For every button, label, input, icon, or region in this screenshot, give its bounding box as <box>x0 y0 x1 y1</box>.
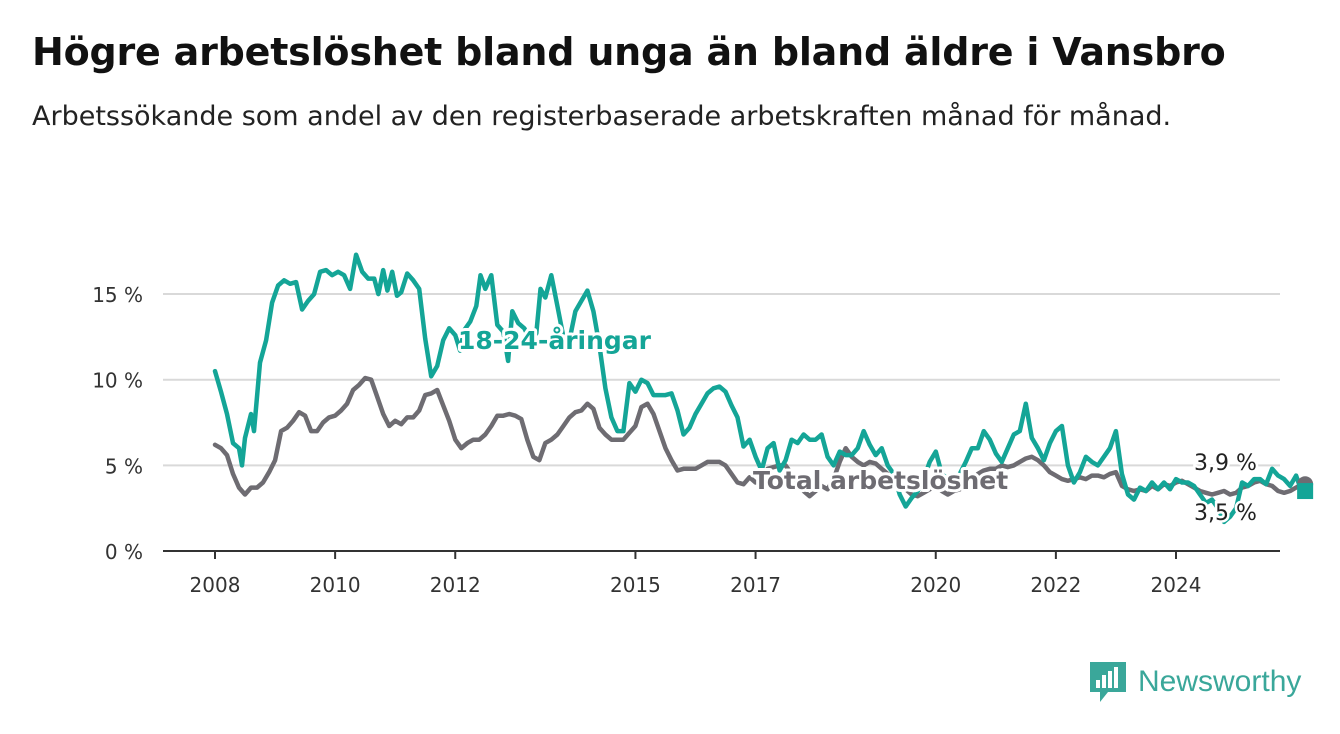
x-tick-label: 2015 <box>610 573 661 597</box>
end-value-total: 3,9 % <box>1194 451 1257 476</box>
x-tick-label: 2008 <box>190 573 241 597</box>
brand-name: Newsworthy <box>1138 665 1302 698</box>
bar-chart-logo-icon <box>1090 662 1126 702</box>
end-value-youth: 3,5 % <box>1194 501 1257 526</box>
series-label-total: Total arbetslöshet <box>753 466 1008 495</box>
x-tick-label: 2017 <box>730 573 781 597</box>
x-axis: 2008 2010 2012 2015 2017 2020 2022 2024 <box>163 550 1280 597</box>
chart-subtitle: Arbetssökande som andel av den registerb… <box>32 101 1172 132</box>
x-tick-label: 2010 <box>310 573 361 597</box>
y-axis-ticks: 0 % 5 % 10 % 15 % <box>92 283 143 564</box>
series-labels: 18-24-åringar Total arbetslöshet 3,9 % 3,5 … <box>455 323 1314 529</box>
x-tick-label: 2022 <box>1030 573 1081 597</box>
series-lines <box>212 252 1308 525</box>
end-marker-youth <box>1297 483 1314 500</box>
chart-title: Högre arbetslöshet bland unga än bland ä… <box>32 30 1226 74</box>
series-label-youth: 18-24-åringar <box>458 326 652 355</box>
x-tick-label: 2024 <box>1151 573 1202 597</box>
x-tick-label: 2012 <box>430 573 481 597</box>
series-line-youth <box>212 252 1308 525</box>
y-tick-label: 5 % <box>105 454 143 478</box>
y-tick-label: 10 % <box>92 369 143 393</box>
y-tick-label: 15 % <box>92 283 143 307</box>
y-tick-label: 0 % <box>105 540 143 564</box>
x-tick-label: 2020 <box>910 573 961 597</box>
newsworthy-logo: Newsworthy <box>1088 660 1301 704</box>
